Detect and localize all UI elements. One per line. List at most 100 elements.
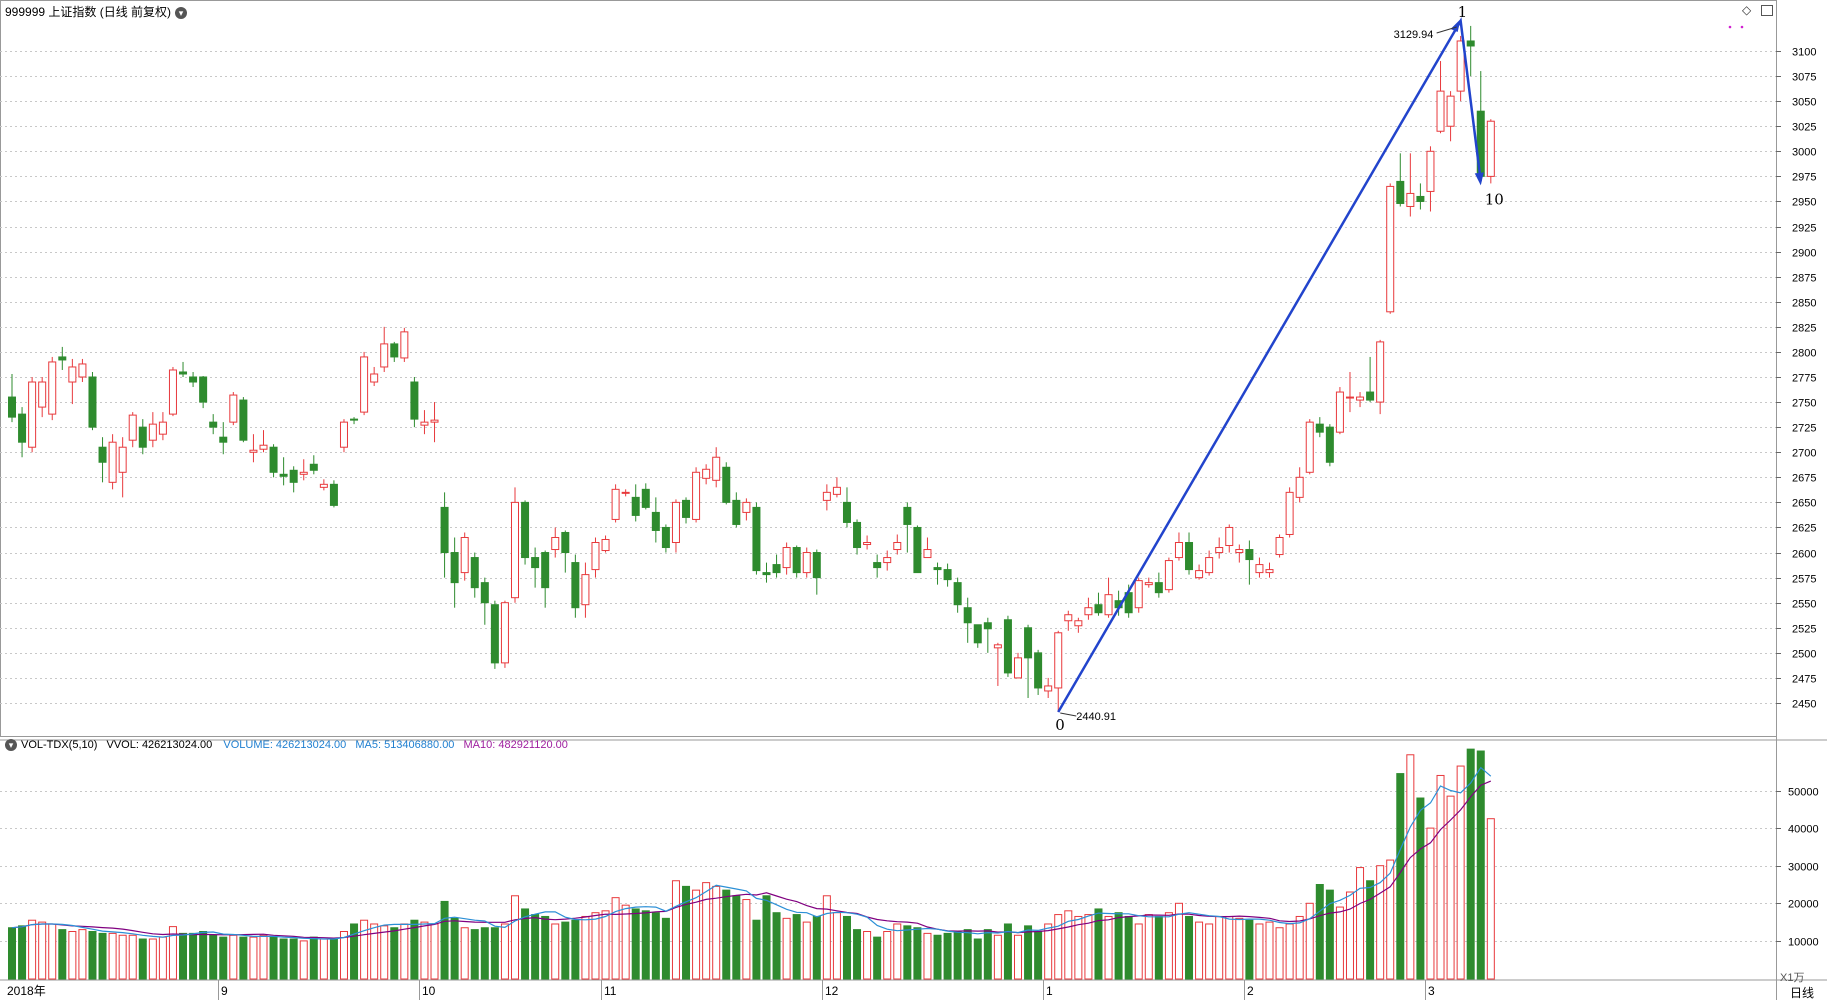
price-tick-label: 2550 — [1792, 599, 1816, 611]
volume-bar-down — [842, 915, 851, 980]
candle-body-up — [1255, 564, 1264, 574]
candle-body-up — [1426, 150, 1435, 192]
volume-bar-up — [1144, 914, 1153, 980]
settings-icon[interactable]: ▾ — [5, 739, 17, 752]
wave-arrowhead — [1450, 18, 1461, 32]
volume-bar-up — [28, 919, 37, 980]
volume-bar-up — [802, 921, 811, 980]
month-label: 2018年 — [7, 984, 46, 998]
volume-bar-up — [1235, 917, 1244, 980]
volume-tick-label: 40000 — [1788, 824, 1819, 836]
candle-body-up — [158, 421, 167, 435]
volume-bar-up — [863, 931, 872, 980]
volume-bar-down — [199, 931, 208, 980]
candle-body-up — [742, 501, 751, 513]
candle-body-up — [601, 538, 610, 552]
candle-body-up — [993, 644, 1002, 649]
candle-body-down — [772, 564, 781, 574]
candle-body-up — [1275, 536, 1284, 556]
candle-body-up — [692, 471, 701, 520]
candle-body-down — [189, 376, 198, 383]
volume-bar-up — [1215, 915, 1224, 980]
candle-body-up — [1225, 526, 1234, 547]
candle-body-up — [712, 456, 721, 481]
volume-bar-up — [128, 934, 137, 980]
month-label: 10 — [422, 984, 436, 998]
price-tick-label: 2450 — [1792, 699, 1816, 711]
volume-bar-up — [249, 936, 258, 980]
price-tick-label: 2600 — [1792, 549, 1816, 561]
candle-body-up — [621, 491, 630, 494]
volume-bar-up — [1406, 754, 1415, 980]
candle-body-up — [1386, 185, 1395, 313]
candle-body-down — [450, 552, 459, 584]
volume-bar-up — [1345, 891, 1354, 980]
candle-body-up — [1345, 396, 1354, 399]
candle-body-up — [1356, 396, 1365, 401]
low-pointer — [1060, 712, 1077, 717]
price-tick-label: 2900 — [1792, 248, 1816, 260]
diamond-icon[interactable]: ◇ — [1742, 3, 1752, 17]
volume-bar-up — [1064, 910, 1073, 980]
volume-bar-up — [1386, 859, 1395, 980]
volume-bar-down — [1154, 915, 1163, 980]
volume-bar-up — [1486, 818, 1495, 980]
volume-bar-up — [1456, 765, 1465, 980]
candle-body-up — [1104, 594, 1113, 616]
candle-body-up — [1486, 120, 1495, 177]
volume-tick-label: 20000 — [1788, 899, 1819, 911]
volume-bar-up — [400, 923, 409, 980]
volume-bar-up — [1285, 923, 1294, 980]
volume-value: VOLUME: 426213024.00 — [223, 739, 347, 751]
volume-bar-down — [772, 912, 781, 980]
candle-body-down — [1416, 195, 1425, 202]
chevron-down-icon[interactable]: ▾ — [175, 6, 188, 19]
volume-bar-up — [148, 938, 157, 980]
candle-body-down — [470, 557, 479, 589]
volume-bar-down — [953, 931, 962, 980]
volume-bar-up — [158, 936, 167, 980]
candle-body-up — [1295, 476, 1304, 498]
month-label: 3 — [1428, 984, 1435, 998]
volume-header: ▾ VOL-TDX(5,10) VVOL: 426213024.00 VOLUME… — [5, 739, 568, 752]
volume-bar-up — [1074, 915, 1083, 980]
price-tick-label: 3025 — [1792, 122, 1816, 134]
volume-bar-up — [1084, 914, 1093, 980]
candle-body-down — [561, 531, 570, 554]
candle-body-down — [1325, 426, 1334, 463]
volume-bar-up — [1195, 921, 1204, 980]
volume-bar-up — [742, 899, 751, 980]
candle-body-down — [1185, 542, 1194, 571]
candle-body-down — [8, 396, 16, 418]
period-label[interactable]: 日线 — [1790, 986, 1815, 1000]
candle-body-up — [38, 381, 47, 408]
candle-body-down — [1466, 40, 1475, 47]
volume-bar-down — [88, 931, 97, 980]
price-tick-label: 3000 — [1792, 147, 1816, 159]
price-tick-label: 3100 — [1792, 47, 1816, 59]
volume-bar-down — [1124, 915, 1133, 980]
candle-body-down — [309, 463, 318, 471]
volume-bar-up — [229, 934, 238, 980]
volume-bar-down — [631, 908, 640, 980]
candle-body-up — [923, 549, 932, 559]
candle-body-up — [1215, 547, 1224, 554]
candle-body-down — [762, 572, 771, 576]
candle-body-down — [88, 376, 97, 428]
volume-bar-up — [48, 923, 57, 980]
volume-bar-down — [239, 936, 248, 980]
volume-bar-down — [138, 938, 147, 980]
volume-bar-up — [883, 931, 892, 980]
volume-bar-down — [641, 910, 650, 980]
volume-bar-down — [1476, 750, 1485, 980]
price-tick-label: 2700 — [1792, 448, 1816, 460]
candle-body-up — [108, 441, 117, 483]
ma5-value: MA5: 513406880.00 — [355, 739, 455, 751]
volume-tick-label: 30000 — [1788, 862, 1819, 874]
candle-body-down — [440, 506, 449, 554]
window-icon[interactable] — [1761, 5, 1773, 16]
price-tick-label: 2675 — [1792, 473, 1816, 485]
volume-bar-down — [661, 917, 670, 980]
candle-body-down — [903, 506, 912, 525]
